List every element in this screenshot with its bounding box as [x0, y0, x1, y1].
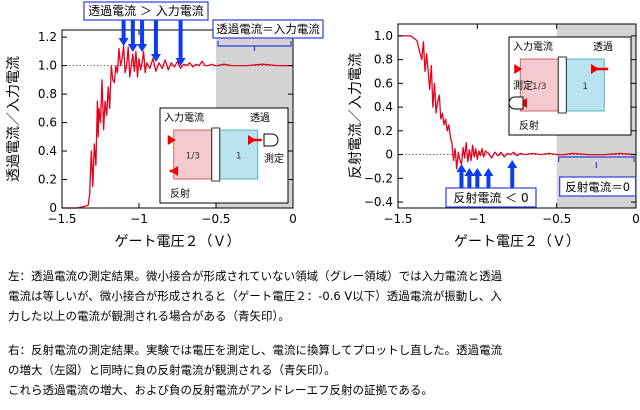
y-tick-label: 0.6 [38, 116, 57, 130]
inset-transmit-arrowhead [248, 135, 256, 145]
blue-arrow [175, 14, 186, 66]
inset-value-right: 1 [582, 82, 588, 92]
inset-measure-label: 測定 [513, 79, 533, 92]
inset-transmit-label: 透過 [250, 112, 270, 124]
plot-frame [397, 23, 637, 209]
y-tick-label: −0.4 [364, 195, 393, 209]
y-tick-label: 0.6 [374, 76, 393, 90]
x-tick-label: −1 [130, 212, 148, 226]
inset-reflect-arrowhead [170, 166, 178, 176]
arrow-label-box [83, 1, 209, 21]
arrow-label: 透過電流 ＞ 入力電流 [88, 4, 204, 18]
plot-frame [61, 29, 294, 209]
inset-value-left: 1/3 [532, 82, 546, 92]
x-axis-label: ゲート電圧２（Ｖ） [115, 234, 241, 250]
right-caption: 右：反射電流の測定結果。実験では電圧を測定し、電流に換算してプロットし直した。透… [8, 340, 632, 400]
y-tick-label: 0.8 [374, 53, 393, 67]
gray-bracket [217, 41, 292, 51]
data-curve [62, 45, 293, 209]
gray-label-box [212, 19, 324, 39]
arrow-head [150, 54, 161, 62]
gray-label-box [559, 176, 637, 197]
caption-line: 左：透過電流の測定結果。微小接合が形成されていない領域（グレー領域）では入力電流… [8, 269, 503, 283]
caption-line: 右：反射電流の測定結果。実験では電圧を測定し、電流に換算してプロットし直した。透… [8, 343, 503, 357]
inset-input-label: 入力電流 [513, 40, 553, 53]
arrow-label-box [445, 187, 537, 208]
y-tick-label: 0.2 [374, 124, 393, 138]
x-tick-label: 0 [632, 212, 640, 226]
inset-value-left: 1/3 [186, 152, 200, 162]
arrow-head [127, 44, 138, 52]
y-tick-label: 0.8 [38, 87, 57, 101]
inset-measure-label: 測定 [264, 152, 284, 165]
x-tick-label: −0.5 [542, 212, 571, 226]
arrow-head [137, 44, 148, 52]
x-axis-label: ゲート電圧２（Ｖ） [454, 234, 580, 250]
arrow-head [175, 58, 186, 66]
y-tick-label: 1.2 [38, 30, 57, 44]
x-tick-label: −0.5 [201, 212, 230, 226]
y-tick-label: 0.4 [38, 144, 57, 158]
arrow-label: 反射電流 ＜ 0 [453, 190, 528, 205]
arrow-head [456, 164, 467, 172]
data-curve [398, 35, 637, 170]
inset-reflect-label: 反射 [170, 188, 190, 200]
blue-arrow [150, 14, 161, 62]
arrow-head [483, 168, 494, 176]
caption-line: の増大（左図）と同時に負の反射電流が観測される（青矢印）。 [8, 363, 336, 377]
left-caption: 左：透過電流の測定結果。微小接合が形成されていない領域（グレー領域）では入力電流… [8, 266, 632, 326]
inset-reflect-label: 反射 [519, 120, 539, 132]
caption-line: 電流は等しいが、微小接合が形成されると（ゲート電圧２：-0.6 V以下）透過電流… [8, 289, 502, 303]
right-chart: −1.5 −1 −0.5 0 1.0 0.8 0.6 0.4 0.2 0 −0.2 −0.4 ゲート電圧… [348, 23, 640, 250]
gray-region-label: 透過電流＝入力電流 [216, 22, 320, 36]
arrow-head [472, 168, 483, 176]
gray-region-label: 反射電流＝0 [565, 180, 630, 194]
measure-icon [263, 133, 279, 147]
inset-input-arrowhead [167, 135, 176, 145]
x-tick-label: 0 [289, 212, 297, 226]
y-tick-label: 1.0 [38, 59, 57, 73]
y-tick-label: 0 [385, 148, 393, 162]
y-tick-label: 0.4 [374, 100, 393, 114]
y-tick-label: 1.0 [374, 29, 393, 43]
x-tick-label: −1.5 [47, 212, 76, 226]
caption-line: 力した以上の電流が観測される場合がある（青矢印）。 [8, 309, 290, 323]
y-axis-label: 反射電流／入力電流 [348, 53, 364, 179]
arrow-head [464, 168, 475, 176]
inset-junction [211, 127, 221, 182]
left-chart: −1.5 −1 −0.5 0 0 0.2 0.4 0.6 0.8 1.0 1.2 ゲート電圧２（Ｖ） 透… [6, 1, 324, 250]
y-tick-label: 0 [49, 201, 57, 215]
x-tick-label: −1 [468, 212, 486, 226]
y-tick-label: 0.2 [38, 173, 57, 187]
figure-canvas: −1.5 −1 −0.5 0 0 0.2 0.4 0.6 0.8 1.0 1.2 ゲート電圧２（Ｖ） 透… [6, 1, 640, 250]
gray-bracket [558, 156, 635, 168]
blue-arrow [507, 160, 518, 192]
y-axis-label: 透過電流／入力電流 [6, 56, 22, 182]
inset-region-right [565, 58, 605, 112]
caption-line: これら透過電流の増大、および負の反射電流がアンドレーエフ反射の証拠である。 [8, 383, 433, 397]
inset-junction [557, 56, 567, 114]
inset-input-label: 入力電流 [164, 111, 204, 124]
arrow-head [507, 160, 518, 168]
y-tick-label: −0.2 [364, 171, 393, 185]
inset-input-arrowhead [514, 64, 523, 74]
inset-region-left [173, 129, 213, 180]
measure-icon [508, 96, 524, 110]
inset-value-right: 1 [236, 152, 242, 162]
inset-transmit-arrowhead [591, 64, 599, 74]
inset-transmit-label: 透過 [593, 41, 613, 53]
arrow-head [118, 38, 129, 46]
x-tick-label: −1.5 [383, 212, 412, 226]
